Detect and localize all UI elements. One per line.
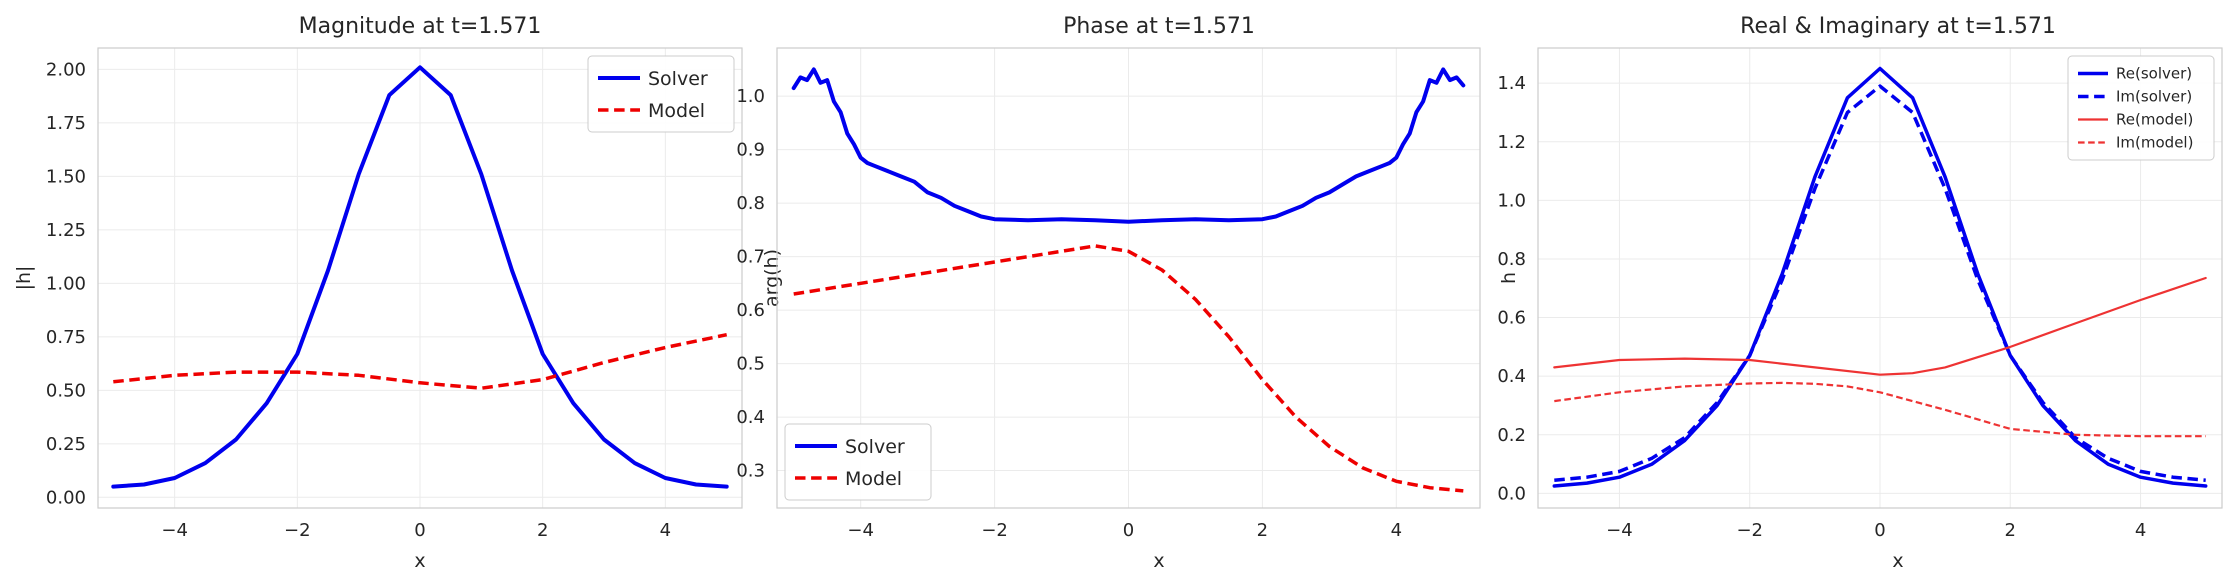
- series-line-im-solver: [1554, 84, 2206, 482]
- y-tick-label: 0.8: [736, 193, 765, 214]
- legend-label: Re(solver): [2116, 65, 2192, 83]
- chart-real-imaginary: Real & Imaginary at t=1.571 x h −4 −2 0 2 4 0…: [1497, 14, 2223, 572]
- y-tick-label: 0.9: [736, 140, 765, 161]
- y-axis-label: |h|: [13, 266, 35, 291]
- y-tick-label: 0.6: [736, 300, 765, 321]
- x-tick-label: 4: [660, 520, 671, 541]
- y-tick-label: 1.2: [1497, 132, 1526, 153]
- x-tick-label: 0: [1874, 520, 1885, 541]
- y-tick-label: 0.3: [736, 461, 765, 482]
- chart-phase: Phase at t=1.571 x arg(h) −4 −2 0 2 40.30.40…: [736, 14, 1481, 572]
- legend-label: Re(model): [2116, 111, 2193, 129]
- series-line-solver: [791, 67, 1466, 224]
- x-tick-label: 2: [2005, 520, 2016, 541]
- x-tick-label: −2: [1736, 520, 1763, 541]
- series-line-re-solver: [1552, 66, 2208, 488]
- y-tick-label: 0.5: [736, 354, 765, 375]
- y-tick-label: 0.4: [736, 407, 765, 428]
- legend-label: Model: [648, 100, 705, 122]
- plot-frame: [1537, 47, 2223, 509]
- x-tick-label: 0: [1123, 520, 1134, 541]
- x-axis-label: x: [1892, 550, 1903, 572]
- y-tick-label: 0.2: [1497, 425, 1526, 446]
- x-tick-label: −4: [1606, 520, 1633, 541]
- legend: Solver Model: [784, 423, 932, 501]
- x-tick-label: 4: [2135, 520, 2146, 541]
- legend-label: Model: [845, 468, 902, 490]
- legend-label: Im(solver): [2116, 88, 2192, 106]
- y-tick-label: 0.75: [46, 327, 86, 348]
- legend-box: [784, 423, 932, 501]
- chart-title: Real & Imaginary at t=1.571: [1740, 14, 2056, 39]
- legend: Re(solver) Im(solver) Re(model) Im(model): [2067, 55, 2215, 161]
- legend-box: [2067, 55, 2215, 161]
- x-tick-label: 0: [414, 520, 425, 541]
- y-tick-label: 0.0: [1497, 483, 1526, 504]
- y-tick-label: 0.8: [1497, 249, 1526, 270]
- legend-label: Solver: [845, 436, 905, 458]
- y-tick-label: 1.75: [46, 113, 86, 134]
- legend-label: Solver: [648, 68, 708, 90]
- series-line-solver: [111, 65, 729, 489]
- series-line-im-model: [1554, 381, 2206, 438]
- y-axis-label: h: [1498, 272, 1520, 284]
- plot-frame: [97, 47, 743, 509]
- series-line-model: [113, 332, 728, 390]
- y-tick-label: 0.6: [1497, 308, 1526, 329]
- y-tick-label: 0.50: [46, 380, 86, 401]
- x-tick-label: 2: [1257, 520, 1268, 541]
- legend: Solver Model: [587, 55, 735, 133]
- y-tick-label: 1.0: [736, 86, 765, 107]
- x-axis-label: x: [1153, 550, 1164, 572]
- legend-label: Im(model): [2116, 134, 2193, 152]
- y-tick-label: 1.0: [1497, 190, 1526, 211]
- plot-frame: [776, 47, 1481, 509]
- legend-box: [587, 55, 735, 133]
- grid: [777, 48, 1480, 508]
- grid: [1538, 48, 2222, 508]
- x-tick-label: −4: [847, 520, 874, 541]
- x-tick-label: 2: [537, 520, 548, 541]
- x-tick-label: −2: [981, 520, 1008, 541]
- y-tick-label: 1.00: [46, 273, 86, 294]
- y-tick-label: 0.7: [736, 247, 765, 268]
- chart-title: Magnitude at t=1.571: [299, 14, 542, 39]
- y-tick-label: 1.4: [1497, 73, 1526, 94]
- y-tick-label: 0.25: [46, 434, 86, 455]
- series-line-model: [793, 244, 1464, 493]
- x-tick-label: −2: [284, 520, 311, 541]
- chart-magnitude: Magnitude at t=1.571 x |h| −4 −2 0 2 4 0.00 0.…: [13, 14, 743, 572]
- x-tick-label: 4: [1391, 520, 1402, 541]
- x-tick-label: −4: [161, 520, 188, 541]
- series-line-re-model: [1553, 276, 2207, 376]
- y-tick-label: 2.00: [46, 59, 86, 80]
- y-tick-label: 0.00: [46, 487, 86, 508]
- x-axis-label: x: [414, 550, 425, 572]
- y-tick-label: 0.4: [1497, 366, 1526, 387]
- y-tick-label: 1.50: [46, 166, 86, 187]
- y-tick-label: 1.25: [46, 220, 86, 241]
- chart-title: Phase at t=1.571: [1063, 14, 1255, 39]
